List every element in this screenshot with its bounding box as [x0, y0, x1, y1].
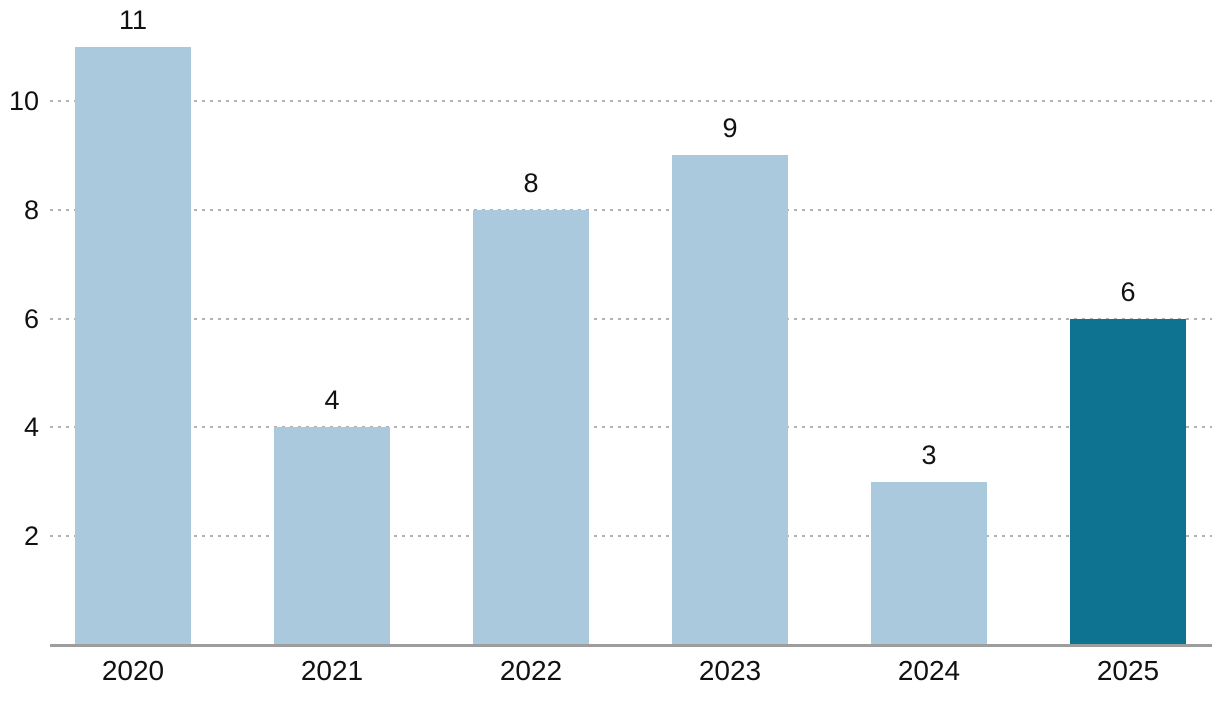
value-label-2020: 11 — [118, 4, 148, 35]
bar-2024 — [871, 481, 987, 645]
y-tick-label-4: 4 — [23, 412, 39, 443]
x-tick-label-2024: 2024 — [897, 655, 961, 686]
y-tick-label-2: 2 — [23, 521, 39, 552]
value-label-2022: 8 — [523, 167, 539, 198]
x-tick-label-2021: 2021 — [300, 655, 364, 686]
bar-2020 — [75, 46, 191, 645]
y-tick-label-8: 8 — [23, 194, 39, 225]
gridline-4 — [50, 426, 1212, 429]
value-label-2024: 3 — [921, 439, 937, 470]
gridline-6 — [50, 317, 1212, 320]
value-label-2025: 6 — [1120, 276, 1136, 307]
x-tick-label-2022: 2022 — [499, 655, 563, 686]
bar-2021 — [274, 427, 390, 645]
bar-2025 — [1070, 318, 1186, 645]
gridline-10 — [50, 100, 1212, 102]
y-tick-label-6: 6 — [23, 303, 39, 334]
x-tick-label-2025: 2025 — [1096, 655, 1160, 686]
bar-2022 — [473, 209, 589, 645]
value-label-2021: 4 — [324, 385, 340, 416]
value-label-2023: 9 — [722, 113, 738, 144]
gridline-8 — [50, 208, 1212, 211]
gridline-2 — [50, 535, 1212, 538]
bar-2023 — [672, 155, 788, 645]
x-tick-label-2023: 2023 — [698, 655, 762, 686]
x-tick-label-2020: 2020 — [101, 655, 165, 686]
y-tick-label-10: 10 — [8, 86, 39, 116]
x-axis-line — [50, 643, 1212, 647]
